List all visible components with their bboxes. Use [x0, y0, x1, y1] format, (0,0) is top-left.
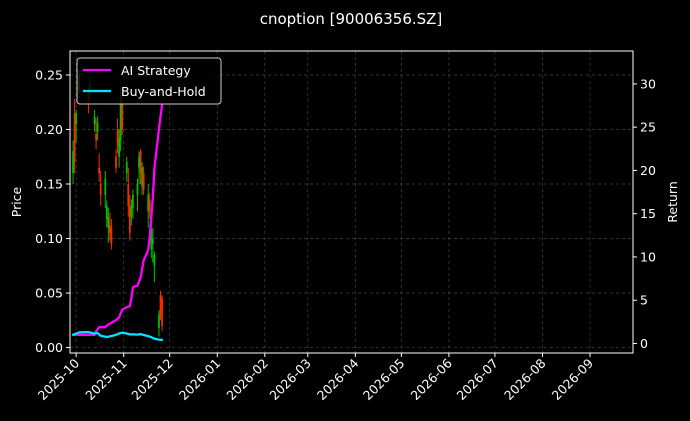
- legend-bh-label: Buy-and-Hold: [121, 84, 206, 99]
- candlestick: [108, 212, 111, 241]
- candle-body: [110, 227, 113, 244]
- y-axis-right: 0 5 10 15 20 25 30: [633, 76, 656, 351]
- candle-body: [118, 138, 120, 157]
- candle-body: [98, 167, 101, 174]
- candlestick: [136, 178, 139, 212]
- candle-body: [153, 254, 156, 266]
- y-tick-right-label: 25: [640, 120, 656, 135]
- candle-body: [125, 162, 128, 174]
- candle-body: [119, 96, 122, 141]
- candle-body: [115, 156, 117, 168]
- y-tick-right-label: 15: [640, 206, 656, 221]
- candlestick: [116, 118, 119, 154]
- candlestick: [153, 251, 156, 283]
- y-axis-left-label: Price: [9, 186, 24, 217]
- candlestick: [141, 162, 144, 195]
- candlestick: [105, 200, 108, 228]
- candle-body: [139, 151, 142, 174]
- legend-box: [76, 57, 222, 105]
- candle-body: [158, 314, 160, 328]
- candlestick: [128, 194, 131, 241]
- candle-body: [130, 205, 133, 217]
- legend: AI Strategy Buy-and-Hold: [76, 57, 222, 105]
- candle-body: [72, 151, 74, 174]
- candlestick: [75, 109, 78, 143]
- y-tick-left-label: 0.05: [35, 286, 63, 301]
- candlestick: [130, 199, 133, 226]
- candlestick-series: [72, 69, 163, 337]
- candle-body: [96, 122, 99, 132]
- y-tick-left-label: 0.20: [35, 122, 63, 137]
- candlestick: [73, 98, 76, 174]
- candle-body: [142, 173, 145, 190]
- candlestick: [95, 118, 97, 150]
- candle-body: [93, 116, 96, 125]
- y-tick-right-label: 5: [640, 293, 648, 308]
- candlestick: [125, 156, 128, 182]
- candle-body: [136, 184, 139, 195]
- candle-body: [104, 178, 107, 195]
- candle-body: [116, 129, 119, 146]
- candlestick: [99, 170, 102, 206]
- candlestick: [93, 109, 96, 132]
- candle-body: [161, 298, 163, 326]
- candlestick: [115, 149, 117, 174]
- candle-body: [150, 229, 153, 250]
- candle-body: [73, 113, 76, 163]
- y-tick-right-label: 30: [640, 76, 656, 91]
- buy-and-hold-line: [71, 330, 164, 342]
- candlestick: [161, 295, 163, 332]
- candlestick: [110, 218, 113, 250]
- y-tick-left-label: 0.15: [35, 177, 63, 192]
- y-tick-left-label: 0.25: [35, 67, 63, 82]
- y-axis-right-label: Return: [665, 181, 680, 222]
- y-tick-left-label: 0.00: [35, 340, 63, 355]
- candle-body: [131, 194, 134, 208]
- candlestick: [131, 189, 134, 219]
- candle-body: [147, 194, 150, 212]
- candle-body: [127, 184, 130, 206]
- candle-body: [141, 167, 144, 187]
- candlestick: [138, 151, 140, 185]
- ai-strategy-line: [71, 103, 164, 336]
- candlestick: [118, 129, 120, 168]
- candlestick: [96, 116, 99, 141]
- candlestick: [139, 149, 142, 185]
- candle-body: [105, 205, 108, 219]
- candle-body: [148, 200, 151, 212]
- candle-body: [107, 216, 110, 228]
- candlestick: [72, 140, 74, 185]
- candlestick: [158, 310, 160, 337]
- candlestick: [104, 170, 107, 208]
- y-axis-left: 0.00 0.05 0.10 0.15 0.20 0.25: [35, 67, 70, 355]
- candlestick: [159, 290, 162, 321]
- legend-ai-label: AI Strategy: [121, 63, 191, 78]
- candlestick: [148, 192, 151, 219]
- candle-body: [151, 238, 154, 244]
- candle-body: [99, 184, 102, 195]
- chart-title: cnoption [90006356.SZ]: [260, 10, 443, 28]
- candlestick: [98, 153, 101, 182]
- return-lines: [71, 103, 164, 342]
- y-tick-right-label: 10: [640, 249, 656, 264]
- candle-body: [95, 133, 97, 141]
- candlestick: [142, 166, 145, 195]
- y-tick-right-label: 20: [640, 163, 656, 178]
- candlestick: [151, 227, 154, 263]
- candlestick: [107, 207, 110, 243]
- plot-frame: [69, 50, 634, 354]
- y-tick-right-label: 0: [640, 336, 648, 351]
- candlestick: [147, 184, 150, 228]
- candle-body: [75, 113, 78, 125]
- candlestick: [127, 167, 130, 217]
- candle-body: [159, 295, 162, 315]
- candle-body: [108, 225, 111, 234]
- candle-body: [128, 205, 131, 234]
- candle-body: [121, 102, 124, 130]
- candle-body: [138, 156, 140, 168]
- y-tick-left-label: 0.10: [35, 231, 63, 246]
